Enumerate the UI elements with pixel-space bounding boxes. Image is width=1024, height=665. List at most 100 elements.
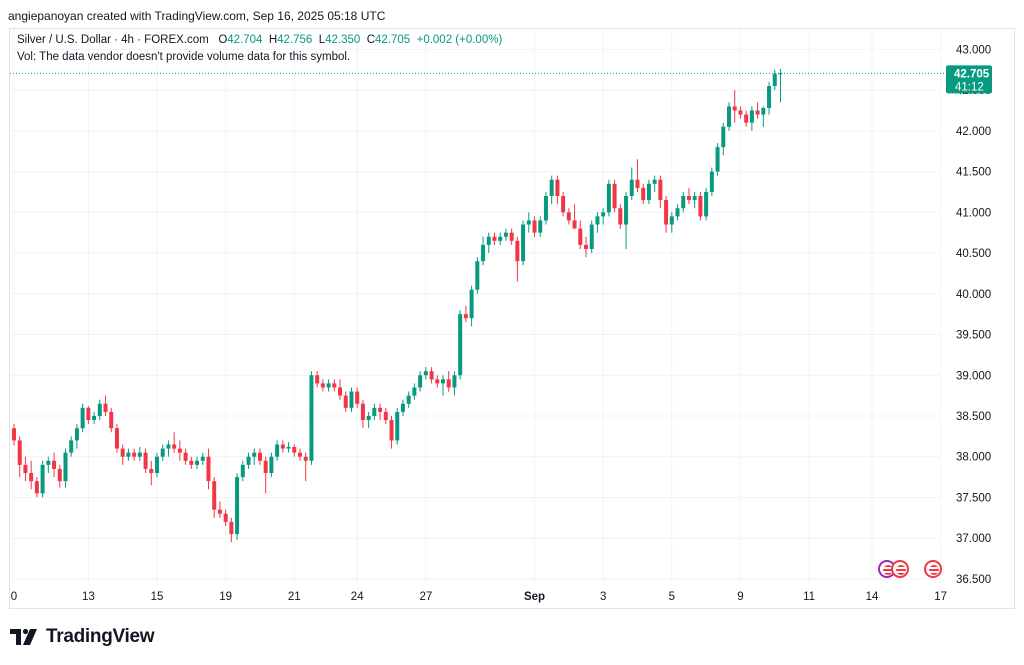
event-marker[interactable] — [924, 560, 942, 578]
candle-body — [503, 232, 508, 237]
time-tick-label: 14 — [866, 591, 879, 603]
candle-body — [767, 86, 772, 109]
price-tag-box — [946, 65, 992, 94]
candle-body — [97, 403, 102, 416]
candle-body — [772, 73, 777, 87]
candle — [97, 399, 102, 421]
candle-body — [366, 415, 371, 421]
candle-body — [320, 383, 325, 388]
candle-body — [418, 375, 423, 388]
candle — [223, 509, 228, 526]
candle-body — [292, 446, 297, 453]
candle-body — [658, 179, 663, 201]
candle — [606, 179, 611, 217]
change-value: +0.002 (+0.00%) — [416, 34, 503, 46]
candle-body — [235, 477, 240, 535]
candle — [149, 460, 154, 486]
candle — [704, 187, 709, 221]
candle — [160, 444, 165, 461]
candle — [692, 191, 697, 209]
candle — [206, 448, 211, 490]
flag-icon — [883, 565, 893, 575]
candle — [23, 456, 28, 482]
candle-body — [252, 452, 257, 457]
chart-canvas[interactable]: 43.00042.50042.00041.50041.00040.50040.0… — [0, 0, 1024, 610]
candle-body — [778, 73, 783, 75]
candle-body — [149, 468, 154, 474]
candle — [412, 383, 417, 400]
candle — [29, 460, 34, 490]
event-marker[interactable] — [891, 560, 909, 578]
candle-body — [721, 126, 726, 148]
candle-body — [629, 179, 634, 197]
candle — [240, 460, 245, 482]
price-tick-label: 36.500 — [956, 574, 991, 586]
time-tick-label: 3 — [600, 591, 606, 603]
candle-body — [452, 375, 457, 388]
candle-body — [486, 236, 491, 245]
candle-body — [412, 387, 417, 396]
candle — [366, 411, 371, 429]
symbol-legend[interactable]: Silver / U.S. Dollar · 4h · FOREX.com O4… — [17, 34, 502, 46]
candle — [641, 183, 646, 205]
volume-note: Vol: The data vendor doesn't provide vol… — [17, 51, 351, 63]
price-tick-label: 40.500 — [956, 248, 991, 260]
candle-body — [137, 452, 142, 457]
time-tick-label: Sep — [524, 591, 545, 603]
candle-body — [114, 428, 119, 449]
candle — [727, 102, 731, 131]
candle — [458, 310, 463, 380]
candle-body — [429, 371, 434, 380]
candle-body — [669, 216, 674, 225]
candle-body — [183, 452, 188, 461]
symbol-name[interactable]: Silver / U.S. Dollar · 4h · FOREX.com — [17, 34, 209, 46]
candle-body — [338, 387, 343, 396]
candle — [749, 106, 754, 131]
candle-body — [709, 171, 714, 192]
price-tick-label: 41.500 — [956, 167, 991, 179]
candle — [114, 424, 119, 453]
candle-body — [275, 444, 280, 457]
candle — [46, 456, 51, 474]
candle — [34, 477, 39, 498]
price-axis[interactable]: 43.00042.50042.00041.50041.00040.50040.0… — [956, 44, 991, 586]
candle-body — [738, 110, 743, 115]
candle — [469, 285, 474, 327]
candle — [664, 196, 669, 233]
candle — [349, 387, 354, 412]
price-tick-label: 38.500 — [956, 411, 991, 423]
candle — [275, 440, 280, 461]
candle-body — [389, 420, 394, 441]
time-tick-label: 19 — [219, 591, 232, 603]
candle — [709, 167, 714, 197]
candle — [612, 179, 617, 213]
time-axis[interactable]: 0 13 15 19 21 24 27 Sep 3 5 9 11 14 17 — [11, 591, 947, 603]
candle-body — [406, 395, 411, 404]
candle-body — [515, 240, 520, 262]
candle-body — [572, 220, 577, 229]
candle — [52, 452, 57, 478]
candle — [767, 81, 772, 115]
candle-body — [555, 179, 560, 197]
candle-body — [481, 244, 486, 262]
chart-frame[interactable] — [9, 28, 1015, 609]
candle — [452, 371, 457, 396]
candle-body — [704, 191, 709, 217]
candle-body — [80, 407, 85, 429]
candle-body — [492, 236, 497, 241]
watermark-header: angiepanoyan created with TradingView.co… — [8, 9, 386, 23]
candle — [652, 175, 657, 192]
candle — [492, 232, 497, 245]
candle — [303, 452, 308, 482]
time-tick-label: 21 — [288, 591, 301, 603]
candle — [172, 432, 177, 453]
candle-body — [652, 179, 657, 184]
candle-body — [378, 407, 383, 412]
tradingview-logo[interactable]: TradingView — [10, 626, 155, 648]
candle — [635, 159, 640, 192]
candle-body — [349, 391, 354, 408]
candle — [423, 367, 428, 380]
time-tick-label: 27 — [419, 591, 432, 603]
candle-body — [624, 196, 629, 225]
candle-body — [698, 196, 703, 217]
